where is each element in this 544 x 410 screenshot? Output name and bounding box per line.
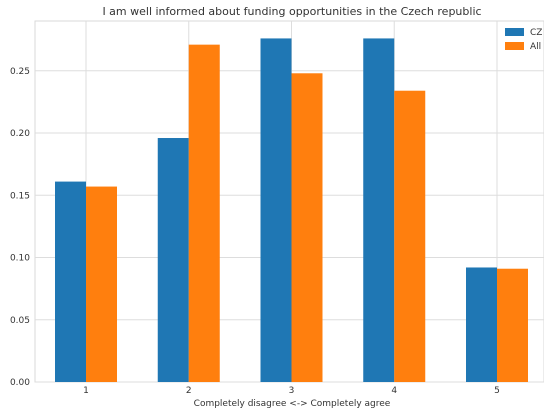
x-tick-label: 1 [83,386,89,396]
bar-cz-5 [466,267,497,382]
y-tick-label: 0.00 [10,378,30,388]
y-tick-label: 0.05 [10,316,30,326]
legend-swatch-cz [505,28,524,36]
y-tick-label: 0.15 [10,191,30,201]
y-tick-label: 0.25 [10,67,30,77]
y-tick-labels: 0.00 0.05 0.10 0.15 0.20 0.25 [10,67,30,388]
x-tick-label: 2 [186,386,192,396]
x-tick-label: 3 [289,386,295,396]
x-axis-label: Completely disagree <-> Completely agree [194,399,391,409]
legend-swatch-all [505,42,524,50]
bar-cz-1 [55,181,86,382]
bar-all-4 [394,90,426,383]
bar-all-1 [86,186,117,382]
bars [55,38,528,383]
bar-all-2 [188,44,220,382]
y-tick-label: 0.20 [10,129,30,139]
x-tick-labels: 1 2 3 4 5 [83,386,500,396]
bar-cz-3 [260,38,292,383]
legend-label-cz: CZ [530,28,542,38]
x-tick-label: 5 [494,386,500,396]
bar-all-3 [291,73,323,382]
bar-cz-4 [363,38,395,383]
legend: CZ All [505,28,542,52]
y-tick-label: 0.10 [10,254,30,264]
legend-label-all: All [530,42,541,52]
bar-cz-2 [157,138,189,382]
chart-title: I am well informed about funding opportu… [102,5,481,18]
bar-all-5 [497,268,528,382]
x-tick-label: 4 [391,386,397,396]
